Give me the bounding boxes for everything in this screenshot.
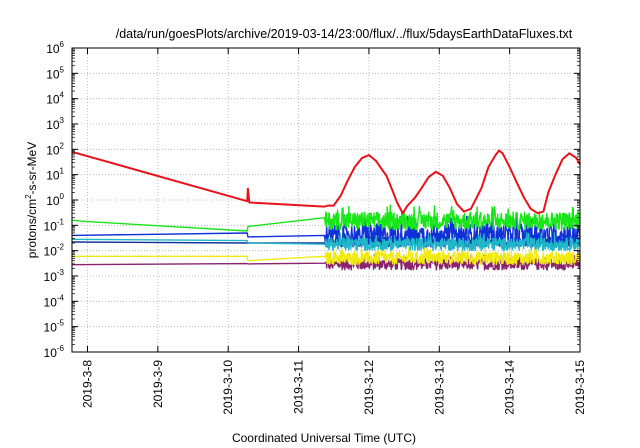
x-tick-label: 2019-3-14 xyxy=(503,360,517,415)
x-tick-label: 2019-3-15 xyxy=(573,360,587,415)
y-tick-label: 104 xyxy=(46,91,64,107)
y-tick-label: 105 xyxy=(46,65,64,81)
y-tick-label: 103 xyxy=(46,116,64,132)
y-tick-label: 106 xyxy=(46,40,64,56)
series-line-0 xyxy=(71,149,581,215)
y-tick-label: 10-5 xyxy=(44,319,65,335)
y-axis-label: protons/cm2-s-sr-MeV xyxy=(24,142,39,258)
y-tick-label: 10-6 xyxy=(44,344,65,360)
series-line-1 xyxy=(71,204,581,232)
chart-title: /data/run/goesPlots/archive/2019-03-14/2… xyxy=(116,27,573,41)
x-tick-label: 2019-3-13 xyxy=(432,360,446,415)
x-tick-label: 2019-3-9 xyxy=(151,360,165,408)
x-tick-label: 2019-3-10 xyxy=(221,360,235,415)
y-tick-label: 10-3 xyxy=(44,268,65,284)
series-line-5 xyxy=(72,246,581,266)
x-tick-label: 2019-3-12 xyxy=(362,360,376,415)
plot-frame xyxy=(71,47,581,353)
x-tick-label: 2019-3-8 xyxy=(80,360,94,408)
y-tick-label: 102 xyxy=(46,141,64,157)
y-tick-label: 10-2 xyxy=(44,243,65,259)
series-line-2 xyxy=(71,232,581,252)
y-tick-label: 10-1 xyxy=(44,217,65,233)
grid xyxy=(72,48,580,352)
y-tick-label: 101 xyxy=(46,167,64,183)
series-layer xyxy=(71,149,581,271)
x-axis-label: Coordinated Universal Time (UTC) xyxy=(232,431,416,445)
y-tick-label: 100 xyxy=(46,192,64,208)
y-tick-label: 10-4 xyxy=(44,293,65,309)
x-tick-label: 2019-3-11 xyxy=(292,360,306,414)
